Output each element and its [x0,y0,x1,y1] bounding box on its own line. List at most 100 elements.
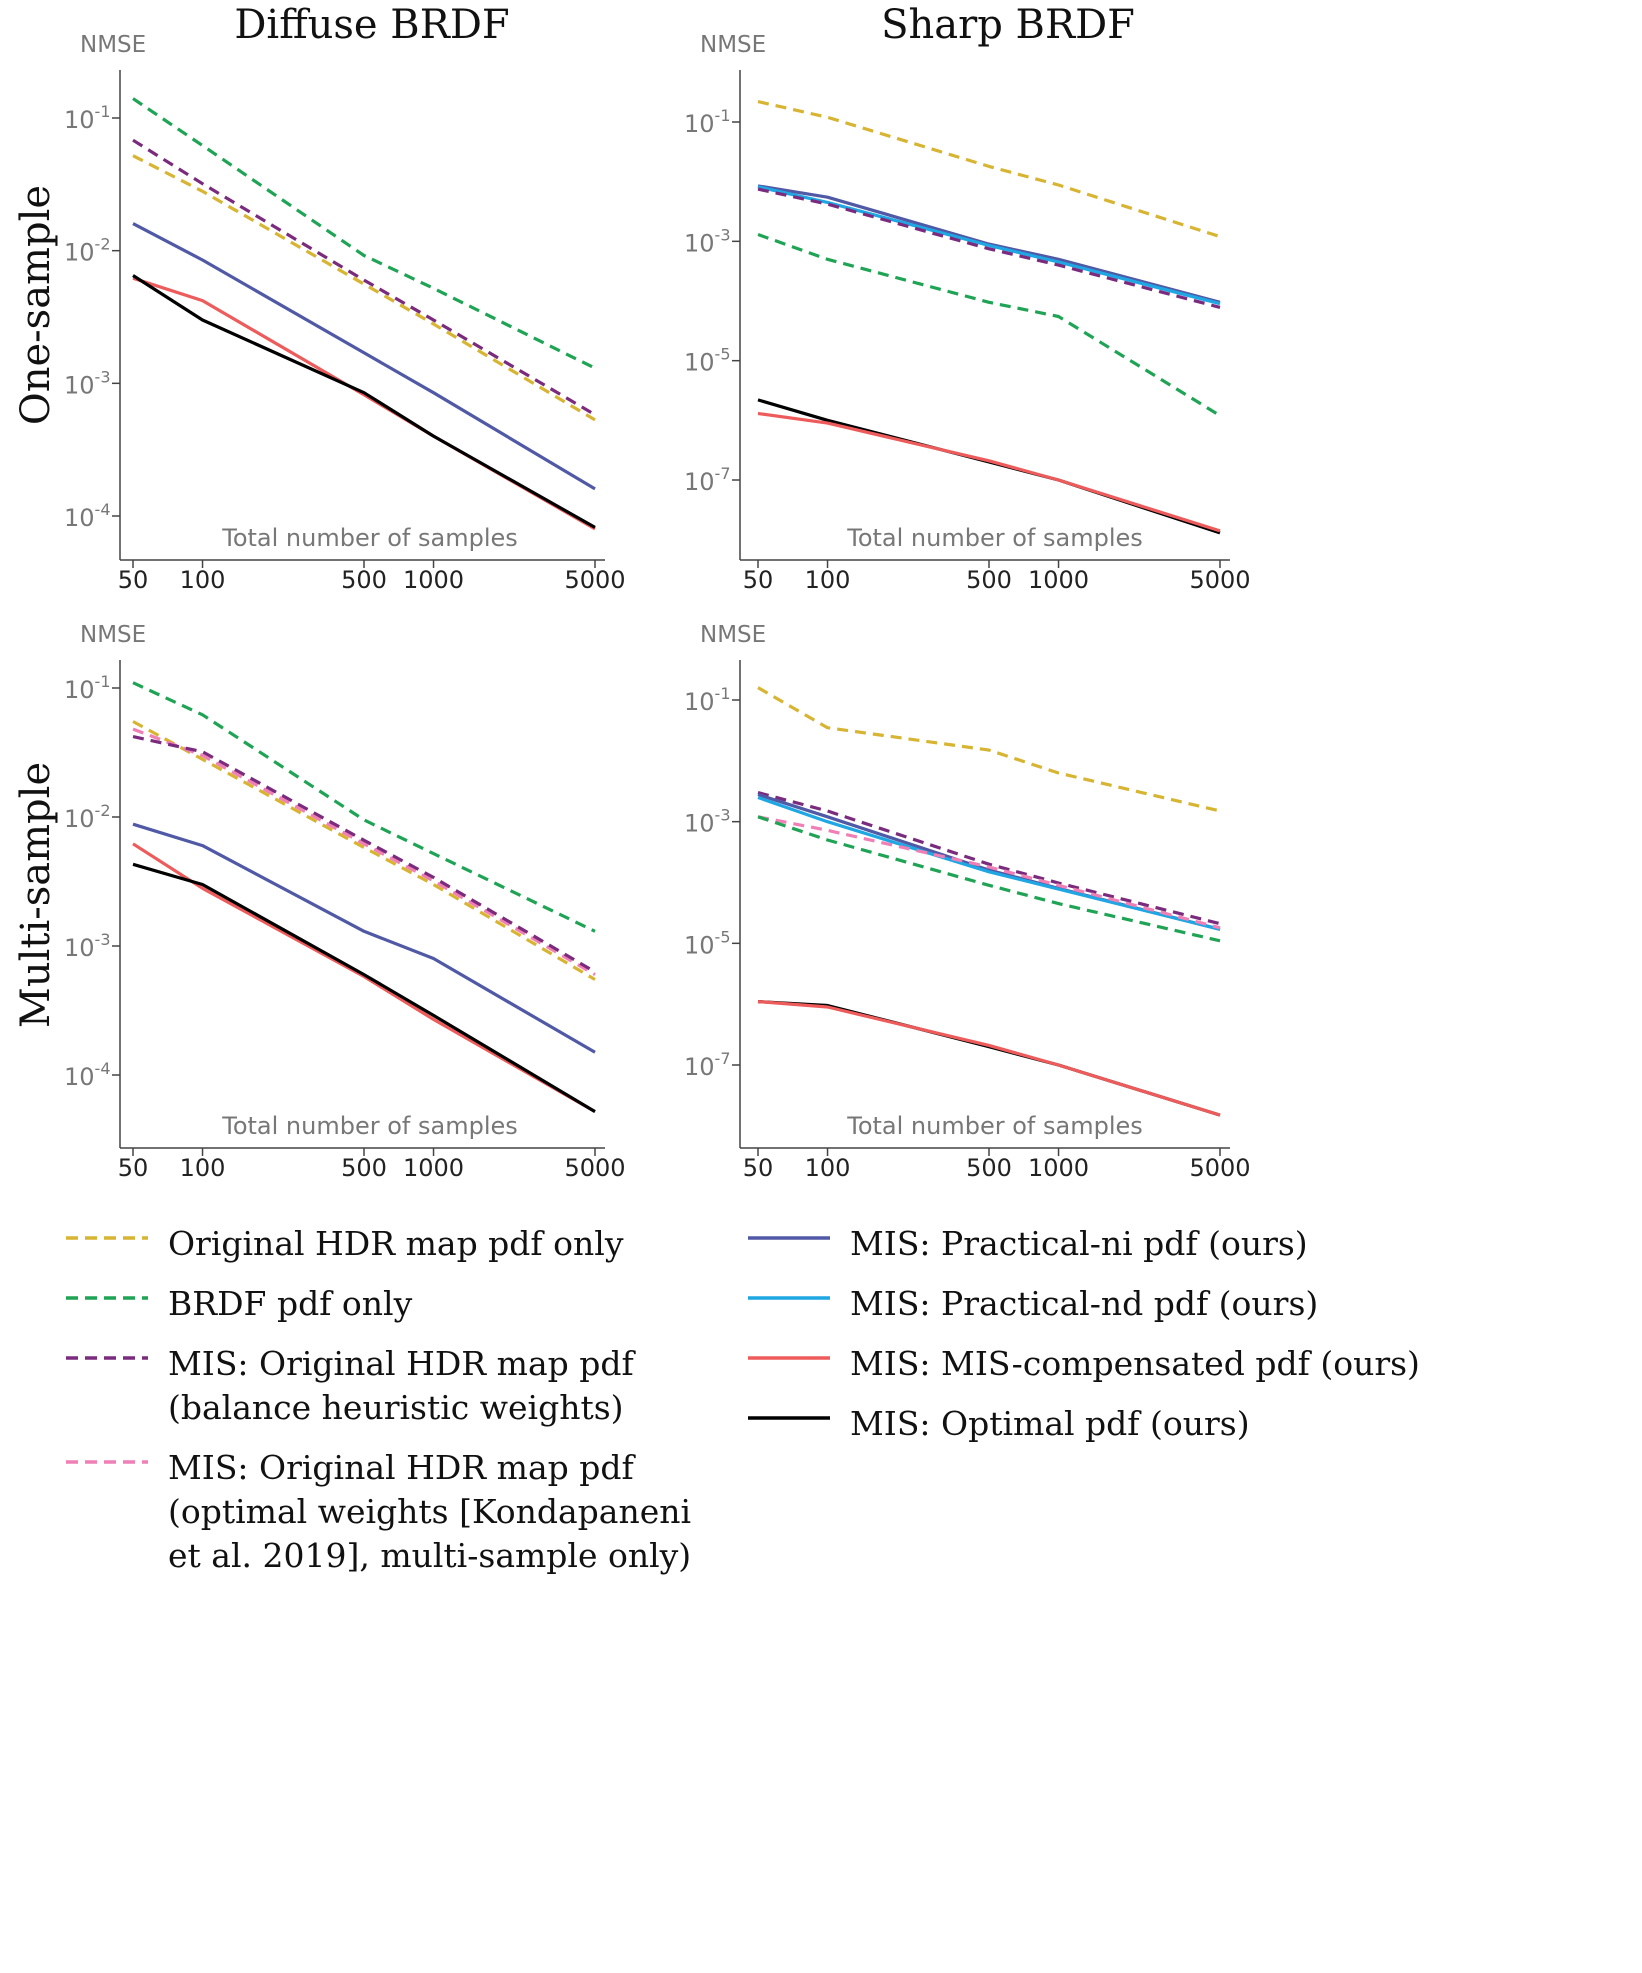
series-line-comp [132,276,596,531]
y-tick-label: 10-1 [64,102,111,134]
series-line-comp [132,842,596,1113]
x-axis-label: Total number of samples [846,524,1143,552]
y-tick-label: 10-5 [684,345,731,377]
y-tick-label: 10-5 [684,927,731,959]
series-line-opt [757,1000,1221,1117]
legend-label: MIS: Original HDR map pdf (optimal weigh… [168,1448,692,1575]
series-line-brdf [757,815,1221,943]
y-tick-label: 10-3 [64,367,111,399]
y-tick-label: 10-4 [64,500,111,532]
x-axis-label: Total number of samples [221,1112,518,1140]
series-line-mis_hdr_bal [757,187,1221,309]
legend-swatch-brdf [66,1296,148,1300]
x-tick-label: 1000 [1028,1154,1089,1182]
series-line-comp [757,411,1221,533]
x-axis-label: Total number of samples [221,524,518,552]
legend-item-brdf: BRDF pdf only [66,1282,768,1326]
y-tick-label: 10-2 [64,235,111,267]
y-tick-label: 10-3 [684,806,731,838]
legend-swatch-mis_hdr_opt [66,1460,148,1464]
charts-area: NMSE 10-1 10-2 10-3 10-4 50 100 500 1000 5000 Tota… [64,32,1251,1182]
series-line-comp [757,1000,1221,1117]
x-tick-label: 500 [341,566,387,594]
y-axis-label: NMSE [700,32,766,58]
series-line-hdr [132,720,596,981]
column-title-diffuse: Diffuse BRDF [234,2,510,48]
series-line-mis_hdr_opt [757,815,1221,930]
series-line-opt [132,862,596,1113]
x-tick-label: 50 [118,566,149,594]
legend-label: MIS: MIS-compensated pdf (ours) [850,1344,1420,1383]
y-tick-label: 10-7 [684,1049,731,1081]
series-line-hdr [132,154,596,422]
legend-item-mis_hdr_bal: MIS: Original HDR map pdf (balance heuri… [66,1342,728,1430]
y-tick-label: 10-1 [684,106,731,138]
legend-item-ni: MIS: Practical-ni pdf (ours) [748,1222,1450,1266]
x-tick-label: 500 [341,1154,387,1182]
series-line-opt [757,398,1221,535]
legend-label: Original HDR map pdf only [168,1224,624,1263]
legend-label: MIS: Practical-nd pdf (ours) [850,1284,1319,1323]
y-axis-label: NMSE [80,622,146,648]
x-tick-label: 5000 [564,566,625,594]
x-tick-label: 5000 [564,1154,625,1182]
x-tick-label: 1000 [403,1154,464,1182]
x-tick-label: 1000 [403,566,464,594]
series-line-mis_hdr_opt [132,727,596,976]
x-tick-label: 1000 [1028,566,1089,594]
legend-item-comp: MIS: MIS-compensated pdf (ours) [748,1342,1450,1386]
legend-swatch-mis_hdr_bal [66,1356,148,1360]
x-tick-label: 100 [180,566,226,594]
legend-swatch-hdr [66,1236,148,1240]
legend-item-opt: MIS: Optimal pdf (ours) [748,1402,1450,1446]
y-tick-label: 10-1 [64,672,111,704]
x-tick-label: 5000 [1189,1154,1250,1182]
y-tick-label: 10-3 [684,225,731,257]
series-line-nd [757,185,1221,306]
legend-swatch-ni [748,1236,830,1240]
legend-item-mis_hdr_opt: MIS: Original HDR map pdf (optimal weigh… [66,1446,728,1578]
y-tick-label: 10-1 [684,684,731,716]
legend-item-nd: MIS: Practical-nd pdf (ours) [748,1282,1450,1326]
x-tick-label: 50 [743,566,774,594]
x-tick-label: 5000 [1189,566,1250,594]
legend-item-hdr: Original HDR map pdf only [66,1222,768,1266]
series-line-ni [132,822,596,1054]
series-line-nd [757,795,1221,931]
y-axis-label: NMSE [700,622,766,648]
chart-panel-2: NMSE 10-1 10-2 10-3 10-4 50 100 500 1000 5000 Tota… [64,622,626,1182]
x-tick-label: 500 [966,566,1012,594]
series-line-hdr [757,100,1221,239]
legend-label: MIS: Practical-ni pdf (ours) [850,1224,1308,1263]
series-line-mis_hdr_bal [757,791,1221,926]
x-tick-label: 50 [743,1154,774,1182]
x-tick-label: 100 [805,1154,851,1182]
chart-panel-0: NMSE 10-1 10-2 10-3 10-4 50 100 500 1000 5000 Tota… [64,32,626,594]
series-line-brdf [757,232,1221,417]
x-axis-label: Total number of samples [846,1112,1143,1140]
y-tick-label: 10-4 [64,1059,111,1091]
chart-panel-1: NMSE 10-1 10-3 10-5 10-7 50 100 500 1000 5000 Tota… [684,32,1251,594]
series-line-ni [132,222,596,491]
y-tick-label: 10-3 [64,930,111,962]
series-line-mis_hdr_bal [132,735,596,974]
x-tick-label: 500 [966,1154,1012,1182]
chart-panel-3: NMSE 10-1 10-3 10-5 10-7 50 100 500 1000 5000 Tota… [684,622,1251,1182]
y-tick-label: 10-2 [64,801,111,833]
series-line-brdf [132,97,596,370]
legend-swatch-comp [748,1356,830,1360]
legend-label: BRDF pdf only [168,1284,413,1323]
y-tick-label: 10-7 [684,464,731,496]
x-tick-label: 100 [805,566,851,594]
series-line-hdr [757,686,1221,813]
legend-label: MIS: Optimal pdf (ours) [850,1404,1250,1443]
legend-swatch-nd [748,1296,830,1300]
legend-label: MIS: Original HDR map pdf (balance heuri… [168,1344,634,1427]
series-line-mis_hdr_bal [132,138,596,417]
legend-swatch-opt [748,1416,830,1420]
series-line-brdf [132,681,596,933]
y-axis-label: NMSE [80,32,146,58]
column-title-sharp: Sharp BRDF [881,2,1135,48]
x-tick-label: 100 [180,1154,226,1182]
x-tick-label: 50 [118,1154,149,1182]
